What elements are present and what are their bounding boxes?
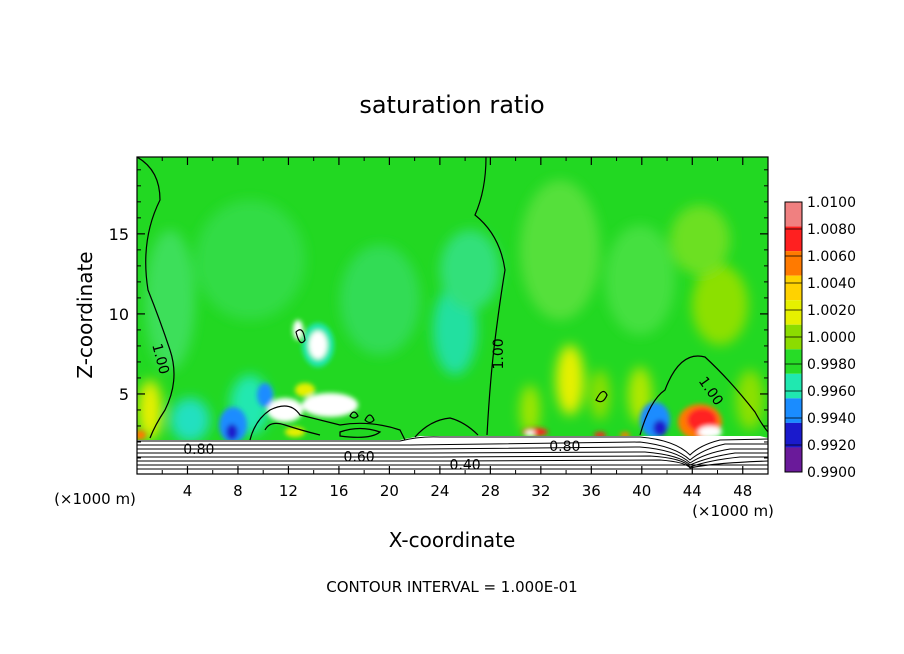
x-tick-label: 12 bbox=[279, 482, 298, 500]
colorbar-swatch bbox=[785, 226, 802, 252]
contour-label: 1.00 bbox=[491, 338, 507, 369]
colorbar-swatch bbox=[785, 275, 802, 301]
x-tick-label: 24 bbox=[430, 482, 449, 500]
plot-area: 1.00 1.001.000.80 0.800.600.40 bbox=[137, 157, 768, 474]
colorbar-label: 0.9980 bbox=[807, 357, 856, 373]
x-tick-label: 44 bbox=[683, 482, 702, 500]
colorbar-swatch bbox=[785, 251, 802, 276]
colorbar-swatch bbox=[785, 422, 802, 448]
colorbar-swatch bbox=[785, 447, 802, 472]
y-axis-label: Z-coordinate bbox=[73, 251, 97, 378]
x-tick-label: 48 bbox=[733, 482, 752, 500]
colorbar-swatch bbox=[785, 202, 802, 227]
x-tick-label: 20 bbox=[380, 482, 399, 500]
x-tick-label: 28 bbox=[481, 482, 500, 500]
colorbar-swatch bbox=[785, 300, 802, 325]
x-tick-label: 16 bbox=[329, 482, 348, 500]
x-unit-right: (×1000 m) bbox=[692, 502, 774, 520]
colorbar-swatch bbox=[785, 373, 802, 399]
chart-title: saturation ratio bbox=[359, 91, 544, 119]
y-tick-label: 15 bbox=[109, 225, 129, 244]
x-tick-label: 36 bbox=[582, 482, 601, 500]
colorbar-label: 0.9940 bbox=[807, 411, 856, 427]
colorbar-label: 1.0040 bbox=[807, 276, 856, 292]
ground-contours bbox=[137, 436, 768, 470]
contour-label: 1.00 bbox=[148, 342, 172, 376]
colorbar-label: 1.0100 bbox=[807, 195, 856, 211]
y-tick-label: 10 bbox=[109, 305, 129, 324]
colorbar: 1.0100 1.0080 1.0060 1.0040 1.0020 1.0000 0.99… bbox=[784, 195, 856, 481]
colorbar-label: 1.0060 bbox=[807, 249, 856, 265]
x-tick-label: 32 bbox=[531, 482, 550, 500]
x-tick-label: 40 bbox=[632, 482, 651, 500]
y-tick-label: 5 bbox=[119, 385, 129, 404]
x-tick-label: 4 bbox=[183, 482, 193, 500]
colorbar-label: 0.9920 bbox=[807, 438, 856, 454]
x-unit-left: (×1000 m) bbox=[54, 490, 136, 508]
contour-label: 0.60 bbox=[344, 449, 375, 465]
colorbar-label: 0.9900 bbox=[807, 465, 856, 481]
contour-labels: 1.00 1.001.000.80 0.800.600.40 bbox=[148, 338, 726, 473]
colorbar-swatch bbox=[785, 398, 802, 423]
colorbar-label: 1.0080 bbox=[807, 222, 856, 238]
colorbar-label: 1.0020 bbox=[807, 303, 856, 319]
colorbar-label: 0.9960 bbox=[807, 384, 856, 400]
contour-label: 0.80 bbox=[183, 442, 214, 458]
contour-label: 0.40 bbox=[450, 457, 481, 473]
field-soft-patches bbox=[138, 180, 764, 442]
y-ticks: 5 10 15 bbox=[109, 169, 768, 459]
colorbar-swatch bbox=[785, 349, 802, 374]
contour-lines bbox=[137, 157, 768, 441]
x-axis-label: X-coordinate bbox=[389, 528, 516, 552]
field-sharp-patches bbox=[137, 320, 722, 443]
contour-interval-note: CONTOUR INTERVAL = 1.000E-01 bbox=[326, 578, 577, 596]
x-ticks: 4 8 12 16 20 24 28 32 36 40 44 48 bbox=[161, 157, 752, 500]
contour-label: 0.80 bbox=[549, 439, 580, 455]
x-tick-label: 8 bbox=[233, 482, 243, 500]
plot-frame bbox=[136, 156, 769, 475]
colorbar-label: 1.0000 bbox=[807, 330, 856, 346]
